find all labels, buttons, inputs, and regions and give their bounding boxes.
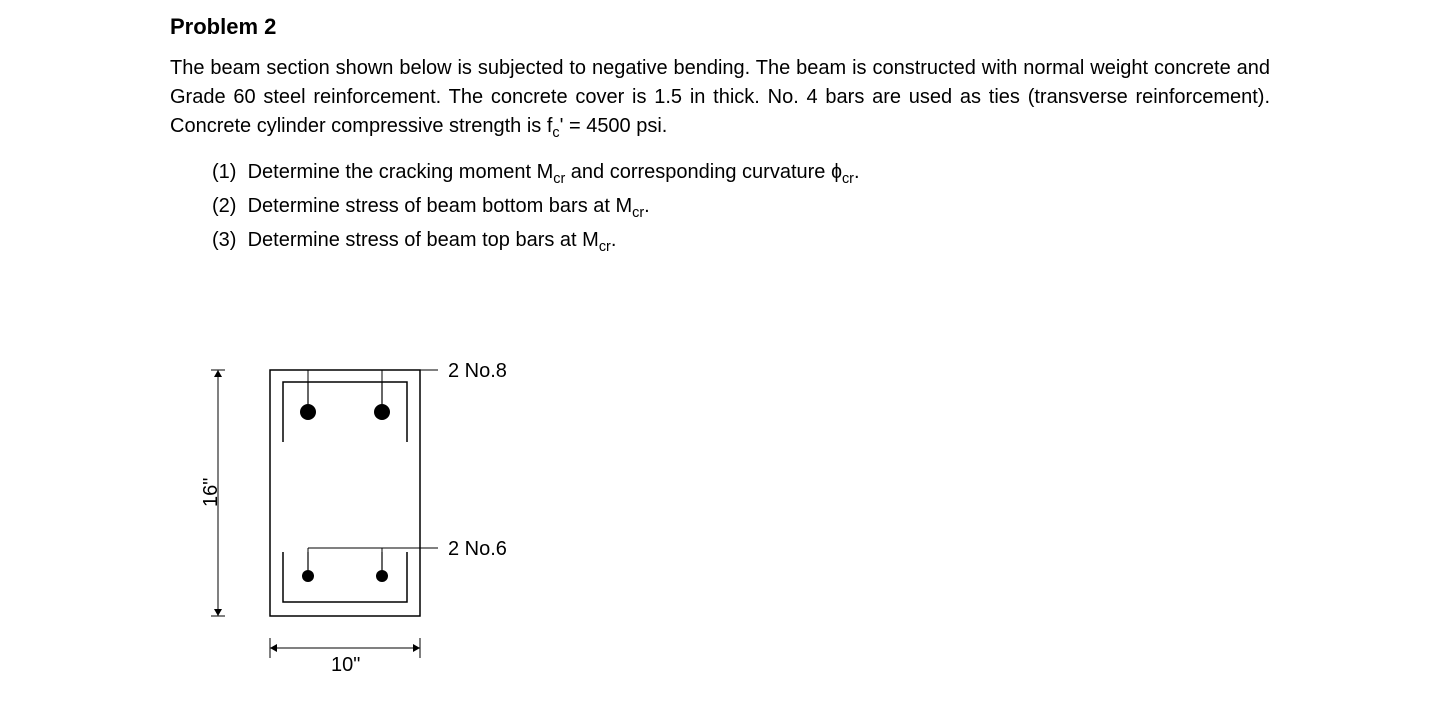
q2-num: (2) bbox=[212, 195, 236, 217]
height-dimension-label: 16" bbox=[200, 478, 223, 507]
width-dimension-label: 10" bbox=[331, 654, 360, 677]
q2-sub1: cr bbox=[632, 205, 644, 221]
q3-sub1: cr bbox=[599, 239, 611, 255]
top-bars-label: 2 No.8 bbox=[448, 360, 507, 383]
question-3: (3) Determine stress of beam top bars at… bbox=[212, 226, 1270, 258]
q3-pre: Determine stress of beam top bars at M bbox=[248, 229, 599, 251]
q1-num: (1) bbox=[212, 161, 236, 183]
para-sub: c bbox=[552, 125, 559, 141]
q1-post: . bbox=[854, 161, 860, 183]
q1-sub2: cr bbox=[842, 171, 854, 187]
problem-paragraph: The beam section shown below is subjecte… bbox=[170, 54, 1270, 144]
para-main: The beam section shown below is subjecte… bbox=[170, 57, 1270, 137]
q1-mid: and corresponding curvature ɸ bbox=[565, 161, 842, 183]
question-1: (1) Determine the cracking moment Mcr an… bbox=[212, 158, 1270, 190]
para-tail: ' = 4500 psi. bbox=[560, 115, 668, 137]
bottom-bars-label: 2 No.6 bbox=[448, 538, 507, 561]
q1-sub1: cr bbox=[553, 171, 565, 187]
question-list: (1) Determine the cracking moment Mcr an… bbox=[170, 158, 1270, 258]
q2-post: . bbox=[644, 195, 650, 217]
problem-title: Problem 2 bbox=[170, 14, 1270, 40]
q2-pre: Determine stress of beam bottom bars at … bbox=[248, 195, 633, 217]
question-2: (2) Determine stress of beam bottom bars… bbox=[212, 192, 1270, 224]
beam-cross-section-diagram: 16" 10" 2 No.8 2 No.6 bbox=[170, 340, 670, 700]
q1-pre: Determine the cracking moment M bbox=[248, 161, 554, 183]
q3-num: (3) bbox=[212, 229, 236, 251]
diagram-svg bbox=[170, 340, 670, 700]
q3-post: . bbox=[611, 229, 617, 251]
